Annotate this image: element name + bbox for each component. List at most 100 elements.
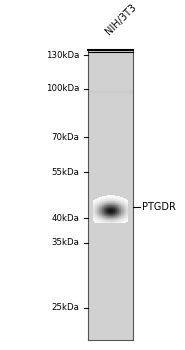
Bar bbox=[102, 201, 103, 202]
Bar bbox=[109, 222, 110, 223]
Bar bbox=[120, 199, 121, 200]
Bar bbox=[105, 222, 106, 223]
Bar bbox=[99, 198, 100, 199]
Bar bbox=[120, 204, 121, 205]
Text: 70kDa: 70kDa bbox=[51, 133, 79, 142]
Bar bbox=[96, 208, 97, 209]
Bar bbox=[119, 202, 120, 203]
Bar bbox=[126, 210, 127, 211]
Bar bbox=[104, 198, 105, 199]
Bar bbox=[108, 213, 109, 214]
Bar bbox=[101, 213, 102, 214]
Bar bbox=[110, 200, 111, 201]
Bar bbox=[118, 212, 119, 213]
Bar bbox=[101, 210, 102, 211]
Bar bbox=[116, 199, 117, 200]
Bar bbox=[124, 209, 125, 210]
Bar bbox=[111, 222, 112, 223]
Bar bbox=[104, 213, 105, 214]
Bar bbox=[124, 204, 125, 205]
Bar bbox=[99, 220, 100, 221]
Bar bbox=[106, 198, 107, 199]
Bar bbox=[121, 204, 122, 205]
Bar bbox=[95, 217, 96, 218]
Bar bbox=[118, 199, 119, 200]
Bar bbox=[111, 209, 112, 210]
Bar bbox=[125, 201, 126, 202]
Bar bbox=[88, 238, 133, 242]
Bar bbox=[124, 218, 125, 219]
Bar bbox=[117, 203, 118, 204]
Bar bbox=[111, 214, 112, 215]
Bar bbox=[109, 212, 110, 213]
Bar bbox=[95, 216, 96, 217]
Bar bbox=[105, 205, 106, 206]
Bar bbox=[96, 209, 97, 210]
Bar bbox=[119, 219, 120, 220]
Bar bbox=[97, 203, 98, 204]
Bar bbox=[124, 214, 125, 215]
Bar bbox=[105, 212, 106, 213]
Bar bbox=[105, 210, 106, 211]
Bar bbox=[105, 210, 106, 211]
Bar bbox=[112, 216, 113, 217]
Bar bbox=[124, 198, 125, 199]
Bar bbox=[106, 217, 107, 218]
Bar bbox=[99, 199, 100, 200]
Bar bbox=[121, 214, 122, 215]
Bar bbox=[126, 222, 127, 223]
Bar bbox=[97, 210, 98, 211]
Bar bbox=[101, 215, 102, 216]
Bar bbox=[125, 204, 126, 205]
Bar bbox=[98, 221, 99, 222]
Bar bbox=[98, 199, 99, 200]
Bar bbox=[88, 293, 133, 297]
Bar bbox=[105, 196, 106, 197]
Bar bbox=[116, 220, 117, 221]
Bar bbox=[112, 207, 113, 208]
Bar bbox=[106, 203, 107, 204]
Bar bbox=[121, 199, 122, 200]
Bar bbox=[108, 210, 109, 211]
Bar bbox=[107, 195, 108, 196]
Bar bbox=[88, 139, 133, 142]
Bar bbox=[106, 202, 107, 203]
Bar bbox=[88, 81, 133, 84]
Bar bbox=[102, 219, 103, 220]
Bar bbox=[100, 211, 101, 212]
Bar bbox=[106, 196, 107, 197]
Bar bbox=[122, 206, 123, 207]
Bar bbox=[99, 214, 100, 215]
Bar bbox=[97, 212, 98, 213]
Bar bbox=[121, 199, 122, 200]
Bar bbox=[121, 220, 122, 221]
Bar bbox=[105, 219, 106, 220]
Bar bbox=[119, 207, 120, 208]
Bar bbox=[125, 207, 126, 208]
Bar bbox=[102, 218, 103, 219]
Bar bbox=[118, 209, 119, 210]
Bar bbox=[123, 220, 124, 221]
Bar bbox=[102, 210, 103, 211]
Bar bbox=[110, 204, 111, 205]
Bar bbox=[93, 207, 94, 208]
Bar bbox=[126, 211, 127, 212]
Bar bbox=[99, 208, 100, 209]
Bar bbox=[119, 210, 120, 211]
Bar bbox=[97, 222, 98, 223]
Bar bbox=[111, 214, 112, 215]
Bar bbox=[104, 206, 105, 207]
Bar bbox=[99, 220, 100, 221]
Bar bbox=[99, 205, 100, 206]
Bar bbox=[106, 199, 107, 200]
Bar bbox=[108, 207, 109, 208]
Bar bbox=[123, 217, 124, 218]
Bar bbox=[96, 202, 97, 203]
Bar bbox=[113, 222, 114, 223]
Bar bbox=[103, 206, 104, 207]
Bar bbox=[104, 210, 105, 211]
Bar bbox=[104, 197, 105, 198]
Bar bbox=[112, 201, 113, 202]
Bar bbox=[94, 214, 95, 215]
Bar bbox=[111, 210, 112, 211]
